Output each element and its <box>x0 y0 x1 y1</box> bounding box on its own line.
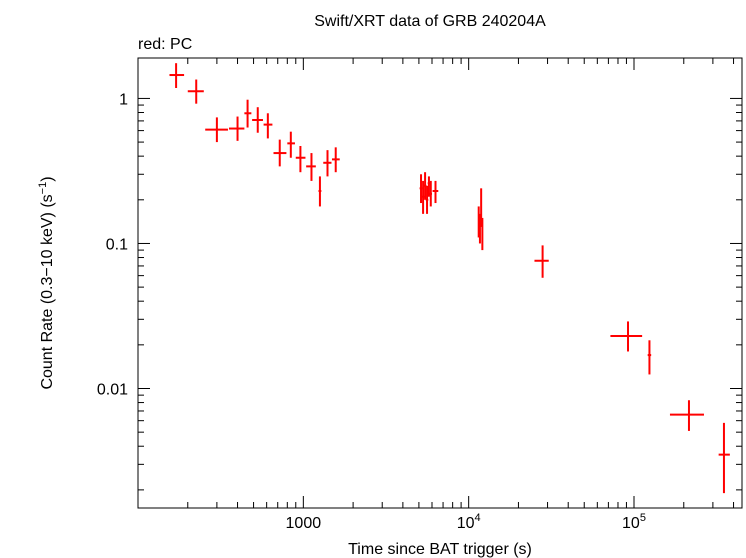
x-tick-label: 1000 <box>286 515 322 532</box>
data-point <box>534 245 549 278</box>
data-point <box>263 113 273 139</box>
data-point <box>228 116 245 141</box>
data-point <box>423 172 427 200</box>
x-tick-label: 104 <box>457 512 481 532</box>
chart-subtitle: red: PC <box>138 36 192 53</box>
x-tick-labels: 1000 104 105 <box>286 512 646 532</box>
data-point <box>273 139 287 167</box>
data-point <box>480 188 483 227</box>
data-point <box>187 79 204 104</box>
data-points <box>169 63 730 494</box>
data-point <box>318 176 322 207</box>
data-point <box>244 99 252 128</box>
y-axis-label-close: ) <box>39 176 56 181</box>
data-point <box>306 153 316 181</box>
y-tick-label: 1 <box>119 91 128 108</box>
data-point <box>331 147 340 173</box>
data-point <box>669 400 704 431</box>
data-point <box>432 180 439 204</box>
data-point <box>252 107 263 133</box>
y-axis-label-main: Count Rate (0.3−10 keV) (s <box>39 194 56 389</box>
data-point <box>610 321 643 352</box>
data-point <box>481 217 484 251</box>
y-tick-label: 0.1 <box>106 236 128 253</box>
x-axis-label: Time since BAT trigger (s) <box>348 541 532 558</box>
data-point <box>718 422 730 494</box>
y-axis-label-exponent: −1 <box>37 182 49 195</box>
data-point <box>323 150 332 177</box>
data-point <box>647 340 652 375</box>
data-point <box>427 176 431 197</box>
data-point <box>205 117 228 143</box>
data-point <box>421 180 425 214</box>
y-tick-labels: 1 0.1 0.01 <box>97 91 128 398</box>
y-tick-label: 0.01 <box>97 382 128 399</box>
x-tick-label: 105 <box>622 512 646 532</box>
data-point <box>419 174 423 204</box>
chart-title: Swift/XRT data of GRB 240204A <box>314 13 546 30</box>
plot-frame <box>137 57 743 509</box>
data-point <box>169 63 185 89</box>
data-point <box>425 185 429 214</box>
axis-ticks <box>137 58 742 508</box>
data-point <box>295 145 306 173</box>
data-point <box>429 180 432 207</box>
data-point <box>287 131 295 158</box>
y-axis-label: Count Rate (0.3−10 keV) (s−1) <box>37 176 56 389</box>
